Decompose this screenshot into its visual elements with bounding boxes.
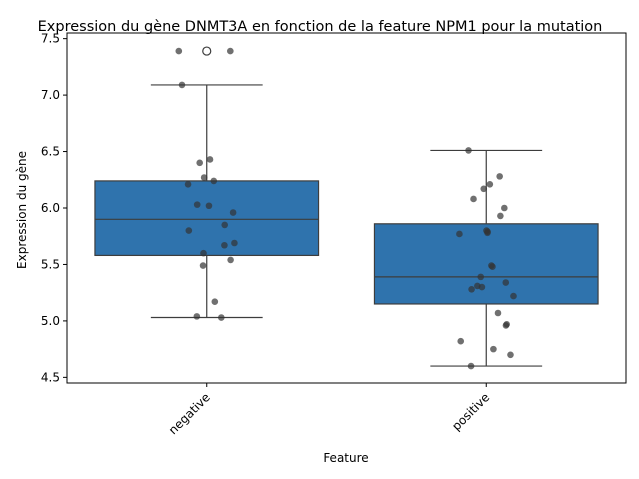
data-point [467, 362, 475, 370]
y-tick-label: 7.0 [41, 88, 60, 102]
data-point [211, 298, 219, 306]
data-point [496, 173, 503, 180]
data-point [477, 273, 485, 281]
y-tick-label: 4.5 [41, 370, 60, 384]
y-tick-label: 6.0 [41, 201, 60, 215]
plot-area: 4.5 5.0 5.5 6.0 6.5 7.0 7.5 negative positive [41, 32, 627, 437]
y-tick-label: 5.5 [41, 257, 60, 271]
data-point [193, 201, 201, 208]
data-point [468, 285, 475, 293]
y-tick-label: 6.5 [41, 145, 60, 159]
data-point [218, 314, 225, 321]
data-point [501, 204, 508, 212]
data-point [227, 256, 234, 264]
box-positive [373, 149, 599, 367]
data-point [470, 195, 477, 203]
data-point [200, 174, 208, 181]
data-point [507, 351, 514, 359]
x-tick-label: negative [166, 390, 213, 437]
data-point [494, 309, 502, 317]
y-tick-label: 5.0 [41, 314, 60, 328]
data-point [199, 262, 207, 269]
x-tick-label: positive [449, 390, 492, 433]
data-point [210, 177, 218, 185]
data-point [456, 230, 463, 238]
data-point [480, 185, 488, 193]
data-point [484, 229, 491, 237]
data-point [221, 221, 229, 229]
y-tick-label: 7.5 [41, 32, 60, 46]
data-point [457, 337, 465, 345]
iqr-box [373, 223, 599, 305]
data-point [229, 209, 237, 216]
outlier-marker [202, 46, 212, 56]
data-point [175, 47, 183, 55]
data-point [200, 249, 207, 257]
data-point [489, 263, 496, 271]
chart-title: Expression du gène DNMT3A en fonction de… [38, 19, 603, 35]
data-point [185, 227, 193, 234]
data-point [510, 292, 517, 300]
box-negative [94, 46, 320, 319]
x-axis-label: Feature [323, 451, 368, 465]
data-point [231, 239, 238, 247]
data-point [193, 313, 201, 320]
data-point [497, 212, 504, 220]
data-point [502, 322, 510, 329]
data-point [178, 81, 186, 89]
data-point [486, 180, 494, 188]
data-point [490, 345, 497, 353]
data-point [205, 202, 213, 210]
data-point [196, 159, 203, 167]
iqr-box [94, 180, 320, 257]
data-point [478, 283, 486, 291]
data-point [206, 156, 214, 163]
data-point [227, 47, 234, 55]
data-point [465, 147, 472, 154]
data-point [502, 279, 510, 286]
data-point [221, 241, 228, 249]
data-point [184, 180, 192, 188]
y-axis-label: Expression du gène [15, 151, 29, 269]
